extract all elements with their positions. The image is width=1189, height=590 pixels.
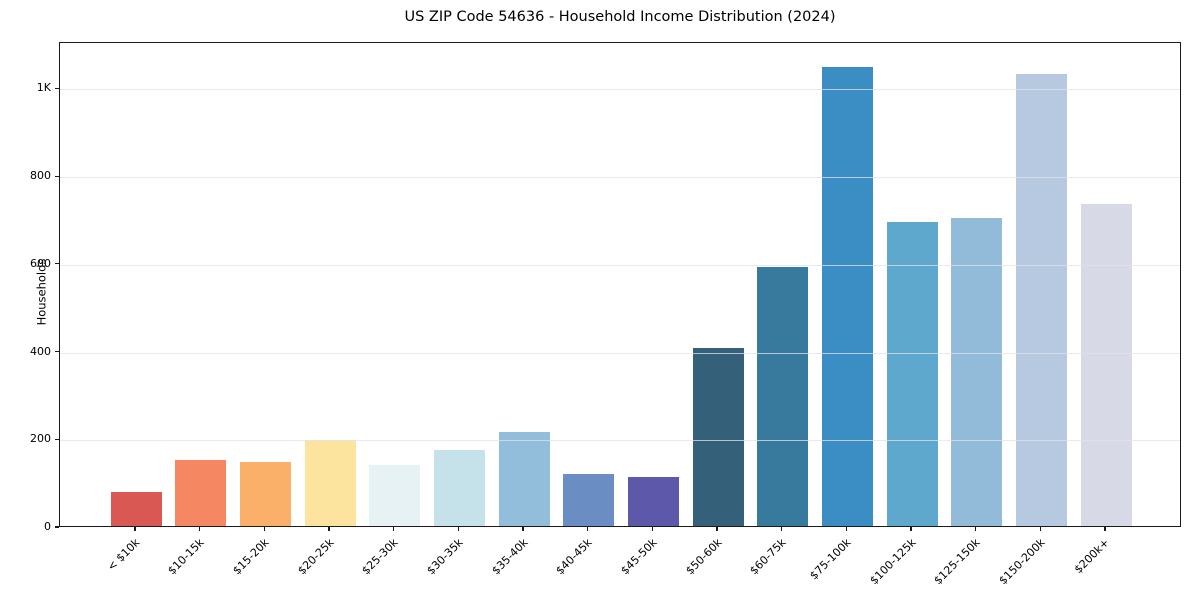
x-tick-mark xyxy=(781,527,783,531)
bar xyxy=(951,217,1003,526)
x-tick-label: $40-45k xyxy=(553,536,595,578)
y-tick-mark xyxy=(55,87,59,90)
x-tick-mark xyxy=(651,527,653,531)
x-tick-mark xyxy=(1039,527,1041,531)
bar xyxy=(239,461,291,526)
y-tick-label: 400 xyxy=(30,344,51,358)
bar xyxy=(1080,204,1132,526)
bar xyxy=(304,439,356,526)
x-tick-label: $50-60k xyxy=(682,536,725,578)
x-tick-mark xyxy=(199,527,201,531)
bar xyxy=(369,465,421,526)
x-tick-mark xyxy=(1104,527,1106,531)
x-tick-mark xyxy=(975,527,977,531)
x-tick-label: $45-50k xyxy=(618,536,660,578)
bar xyxy=(110,491,162,526)
y-tick-mark xyxy=(55,526,59,528)
bar xyxy=(175,459,227,526)
x-tick-mark xyxy=(522,527,524,531)
bar xyxy=(886,222,938,526)
bar xyxy=(627,476,679,526)
bar xyxy=(1015,74,1067,526)
y-tick-label: 600 xyxy=(30,256,51,270)
y-tick-label: 800 xyxy=(30,169,51,183)
x-tick-label: $30-35k xyxy=(424,536,466,578)
y-tick-mark xyxy=(55,175,59,177)
bar xyxy=(563,473,615,526)
bar xyxy=(498,432,550,526)
x-tick-label: $35-40k xyxy=(488,536,531,578)
y-tick-mark xyxy=(55,438,59,440)
x-tick-label: $25-30k xyxy=(359,536,401,578)
y-tick-label: 200 xyxy=(30,432,51,446)
x-tick-mark xyxy=(263,527,265,531)
x-tick-label: $200k+ xyxy=(1072,536,1113,577)
x-tick-label: $20-25k xyxy=(294,536,337,578)
chart-title: US ZIP Code 54636 - Household Income Dis… xyxy=(404,9,836,25)
x-tick-label: $150-200k xyxy=(996,536,1048,588)
x-tick-mark xyxy=(393,527,395,531)
x-tick-mark xyxy=(587,527,589,531)
gridline xyxy=(60,352,1180,354)
bar xyxy=(821,67,873,526)
x-tick-label: $100-125k xyxy=(867,536,919,588)
x-tick-mark xyxy=(845,527,847,531)
gridline xyxy=(60,89,1180,91)
x-tick-label: $10-15k xyxy=(165,536,207,578)
gridline xyxy=(60,264,1180,266)
y-tick-mark xyxy=(55,350,59,353)
gridline xyxy=(60,440,1180,442)
y-tick-label: 1K xyxy=(36,81,51,95)
y-tick-mark xyxy=(55,263,59,265)
x-tick-label: $75-100k xyxy=(807,536,854,583)
x-tick-mark xyxy=(716,527,718,531)
bar xyxy=(757,267,809,526)
x-tick-mark xyxy=(328,527,330,531)
bar xyxy=(433,450,485,526)
x-tick-label: < $10k xyxy=(104,536,143,574)
x-tick-mark xyxy=(910,527,912,531)
x-tick-mark xyxy=(457,527,459,531)
bar xyxy=(692,348,744,526)
y-tick-label: 0 xyxy=(44,520,51,533)
x-tick-label: $60-75k xyxy=(747,536,789,578)
x-tick-mark xyxy=(134,527,136,531)
gridline xyxy=(60,177,1180,179)
x-tick-label: $15-20k xyxy=(230,536,272,578)
plot-area xyxy=(59,42,1181,527)
x-tick-label: $125-150k xyxy=(931,536,983,588)
